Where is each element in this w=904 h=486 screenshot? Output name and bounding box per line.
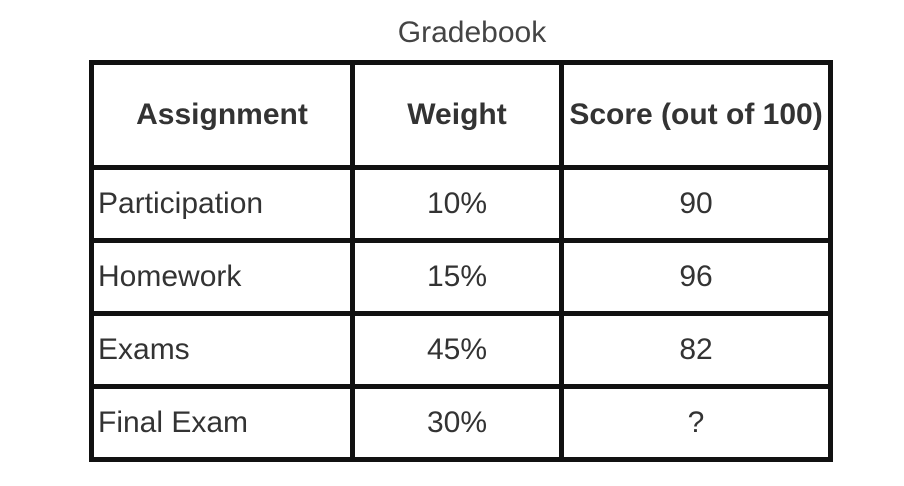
table-title: Gradebook xyxy=(397,16,547,49)
cell-score: 82 xyxy=(559,311,833,389)
cell-weight: 45% xyxy=(350,311,564,389)
gradebook-table-container: Assignment Weight Score (out of 100) Par… xyxy=(89,60,833,462)
cell-weight: 30% xyxy=(350,384,564,462)
gradebook-table: Assignment Weight Score (out of 100) Par… xyxy=(89,60,833,462)
header-score: Score (out of 100) xyxy=(559,60,833,170)
cell-weight: 10% xyxy=(350,165,564,243)
header-assignment: Assignment xyxy=(89,60,355,170)
cell-assignment: Homework xyxy=(89,238,355,316)
cell-assignment: Final Exam xyxy=(89,384,355,462)
cell-score: 90 xyxy=(559,165,833,243)
cell-score: 96 xyxy=(559,238,833,316)
table-row: Final Exam 30% ? xyxy=(89,384,833,462)
header-row: Assignment Weight Score (out of 100) xyxy=(89,60,833,170)
table-row: Homework 15% 96 xyxy=(89,238,833,316)
table-row: Exams 45% 82 xyxy=(89,311,833,389)
cell-weight: 15% xyxy=(350,238,564,316)
cell-score: ? xyxy=(559,384,833,462)
cell-assignment: Exams xyxy=(89,311,355,389)
header-weight: Weight xyxy=(350,60,564,170)
cell-assignment: Participation xyxy=(89,165,355,243)
table-row: Participation 10% 90 xyxy=(89,165,833,243)
